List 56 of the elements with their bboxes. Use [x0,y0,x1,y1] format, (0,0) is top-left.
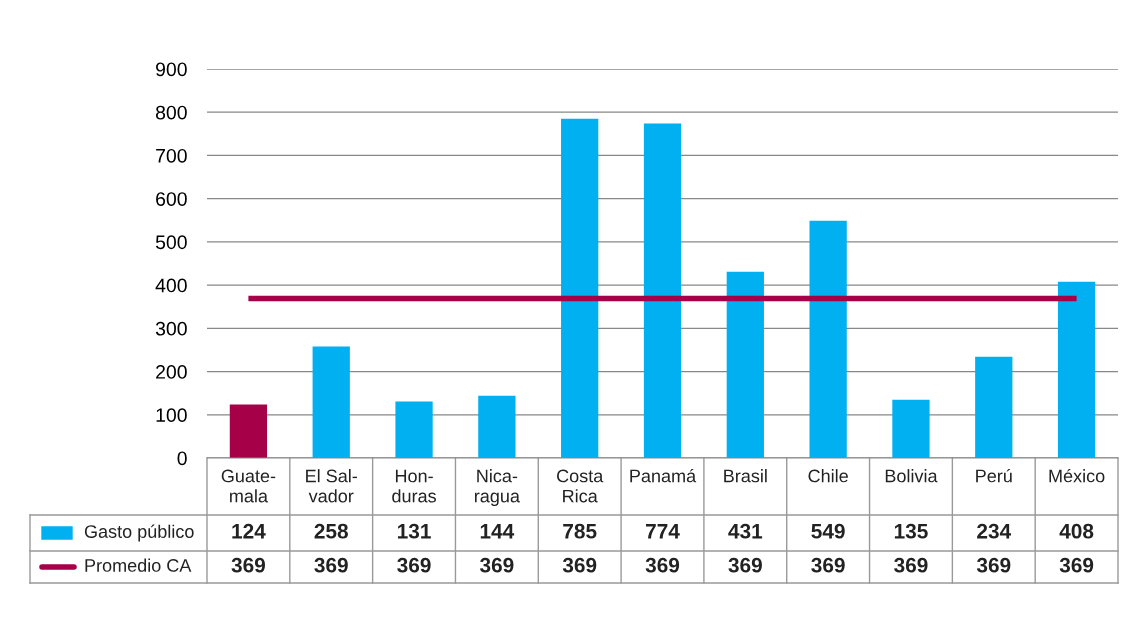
x-tick-label: Nica- ragua [474,469,520,507]
data-label: 369 [231,557,266,573]
data-label: 408 [1059,523,1094,539]
x-tick-label: Perú [976,468,1012,483]
y-tick-label: 400 [155,278,187,293]
x-tick-label: Brasil [724,469,767,483]
bar [395,401,433,458]
y-tick-label: 900 [156,62,187,77]
data-label: 369 [811,557,845,573]
bar [478,395,516,458]
bar [643,123,682,458]
data-label: 431 [728,523,763,539]
x-tick-label: El Sal- vador [306,469,358,503]
bar [312,346,350,458]
y-tick-label: 500 [155,235,187,250]
bar [561,118,599,458]
data-label: 258 [314,523,348,539]
data-label: 369 [976,557,1011,573]
data-label: 124 [232,523,266,539]
y-tick-label: 300 [155,321,187,336]
data-label: 774 [646,524,680,539]
bar [1057,281,1096,458]
data-label: 369 [397,557,431,573]
data-label: 369 [728,557,762,573]
data-label: 369 [645,557,680,573]
data-label: 369 [314,557,348,573]
legend-label: Gasto público [84,524,194,542]
y-tick-label: 100 [156,408,187,423]
data-label: 369 [479,557,514,573]
data-label: 131 [397,523,431,539]
data-label: 144 [480,524,515,539]
x-tick-label: México [1049,468,1105,483]
x-tick-label: Costa Rica [557,469,604,503]
data-label: 549 [811,523,845,539]
y-tick-label: 0 [177,451,187,466]
bar [726,271,764,458]
data-label: 369 [562,557,597,573]
y-tick-label: 700 [156,148,187,163]
bar [229,404,268,458]
y-tick-label: 600 [156,192,187,206]
bar [975,356,1013,458]
y-tick-label: 800 [155,105,187,120]
data-label: 135 [894,523,928,539]
x-tick-label: Panamá [630,468,697,483]
data-label: 785 [563,523,597,539]
data-label: 369 [1059,557,1094,573]
legend-label: Promedio CA [85,558,192,572]
x-tick-label: Chile [808,469,848,483]
y-tick-label: 200 [156,365,187,379]
x-tick-label: Hon- duras [392,469,436,503]
data-label: 369 [894,557,928,573]
bar [892,399,930,458]
bar [809,220,847,458]
data-label: 234 [977,523,1012,539]
x-tick-label: Bolivia [885,469,938,483]
x-tick-label: Guate- mala [221,469,276,503]
